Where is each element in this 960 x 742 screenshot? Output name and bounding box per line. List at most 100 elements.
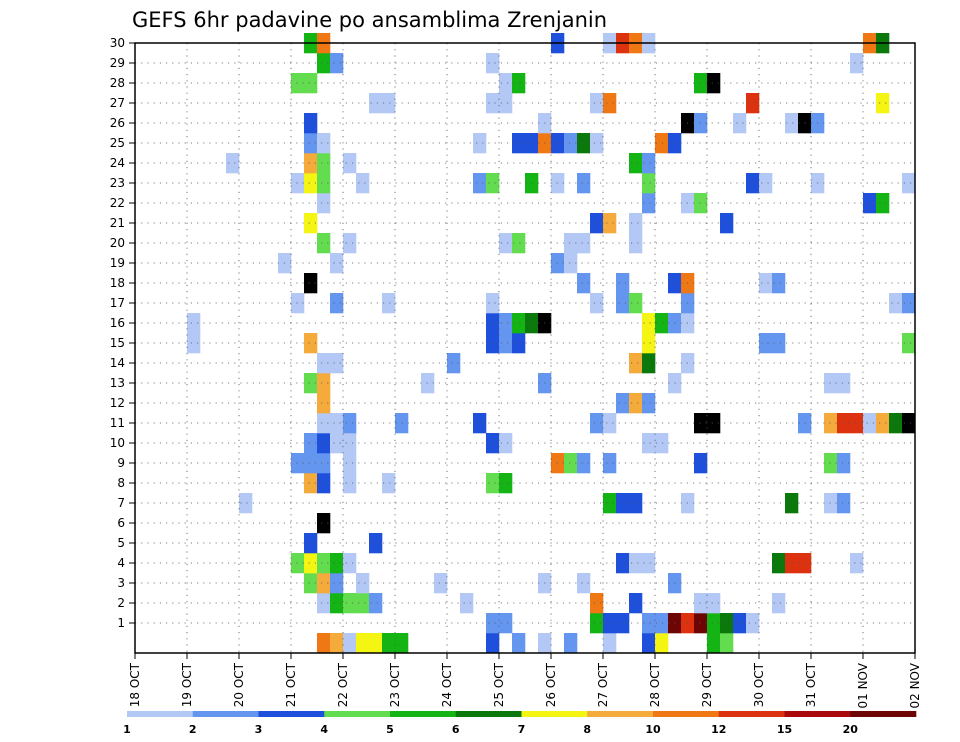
heatmap-cell <box>642 313 656 334</box>
heatmap-cell <box>707 413 721 434</box>
heatmap-cell <box>486 293 500 314</box>
heatmap-cell <box>382 293 396 314</box>
heatmap-cell <box>564 453 578 474</box>
heatmap-cell <box>590 93 604 114</box>
heatmap-cell <box>421 373 435 394</box>
heatmap-cell <box>837 373 851 394</box>
heatmap-cell <box>187 333 201 354</box>
heatmap-cell <box>356 593 370 614</box>
heatmap-cell <box>486 613 500 634</box>
x-tick-label: 31 OCT <box>804 662 818 707</box>
y-tick-label: 18 <box>110 276 125 290</box>
heatmap-cell <box>369 533 383 554</box>
heatmap-cell <box>330 553 344 574</box>
heatmap-cell <box>499 433 513 454</box>
x-tick-label: 25 OCT <box>492 662 506 707</box>
heatmap-cell <box>707 613 721 634</box>
heatmap-cell <box>486 433 500 454</box>
heatmap-cell <box>486 93 500 114</box>
heatmap-cell <box>486 173 500 194</box>
heatmap-cell <box>863 193 877 214</box>
heatmap-cell <box>538 633 552 654</box>
y-tick-label: 26 <box>110 116 125 130</box>
heatmap-cell <box>720 613 734 634</box>
heatmap-cell <box>187 313 201 334</box>
heatmap-cell <box>304 153 318 174</box>
legend-swatch <box>718 711 785 717</box>
heatmap-cell <box>629 153 643 174</box>
heatmap-cell <box>356 173 370 194</box>
y-tick-label: 8 <box>117 476 125 490</box>
heatmap-cell <box>499 73 513 94</box>
heatmap-cell <box>486 633 500 654</box>
heatmap-cell <box>304 573 318 594</box>
heatmap-cell <box>343 473 357 494</box>
y-tick-label: 25 <box>110 136 125 150</box>
heatmap-cell <box>902 293 916 314</box>
heatmap-cell <box>850 553 864 574</box>
heatmap-cell <box>330 433 344 454</box>
heatmap-cell <box>590 413 604 434</box>
heatmap-cell <box>330 293 344 314</box>
heatmap-cell <box>603 633 617 654</box>
heatmap-cell <box>304 73 318 94</box>
heatmap-cell <box>343 233 357 254</box>
heatmap-cell <box>616 613 630 634</box>
heatmap-cell <box>473 133 487 154</box>
y-axis: 1234567891011121314151617181920212223242… <box>110 36 135 630</box>
heatmap-cell <box>304 473 318 494</box>
heatmap-cell <box>824 373 838 394</box>
x-tick-label: 21 OCT <box>284 662 298 707</box>
heatmap-cell <box>577 233 591 254</box>
heatmap-cell <box>642 353 656 374</box>
heatmap-cell <box>434 573 448 594</box>
heatmap-cell <box>525 173 539 194</box>
heatmap-cell <box>785 493 799 514</box>
y-tick-label: 17 <box>110 296 125 310</box>
heatmap-cell <box>343 433 357 454</box>
heatmap-cell <box>694 593 708 614</box>
heatmap-cell <box>902 333 916 354</box>
legend-label: 4 <box>320 723 328 736</box>
heatmap-cell <box>291 173 305 194</box>
heatmap-cell <box>629 233 643 254</box>
heatmap-cell <box>317 373 331 394</box>
heatmap-cell <box>525 313 539 334</box>
heatmap-cell <box>356 633 370 654</box>
y-tick-label: 29 <box>110 56 125 70</box>
heatmap-cell <box>902 413 916 434</box>
heatmap-cell <box>447 353 461 374</box>
x-tick-label: 28 OCT <box>648 662 662 707</box>
heatmap-cell <box>317 593 331 614</box>
heatmap-cell <box>512 233 526 254</box>
heatmap-cell <box>486 333 500 354</box>
heatmap-cell <box>889 293 903 314</box>
heatmap-cell <box>694 73 708 94</box>
x-tick-label: 01 NOV <box>856 662 870 708</box>
grid-layer <box>135 42 915 653</box>
y-tick-label: 14 <box>110 356 125 370</box>
heatmap-cell <box>291 553 305 574</box>
heatmap-cell <box>876 193 890 214</box>
heatmap-cell <box>525 133 539 154</box>
heatmap-cell <box>733 113 747 134</box>
heatmap-cell <box>473 173 487 194</box>
heatmap-cell <box>850 53 864 74</box>
x-tick-label: 26 OCT <box>544 662 558 707</box>
heatmap-cell <box>395 633 409 654</box>
y-tick-label: 19 <box>110 256 125 270</box>
y-tick-label: 24 <box>110 156 125 170</box>
y-tick-label: 15 <box>110 336 125 350</box>
heatmap-cell <box>317 193 331 214</box>
heatmap-cell <box>564 133 578 154</box>
y-tick-label: 20 <box>110 236 125 250</box>
heatmap-cell <box>889 413 903 434</box>
heatmap-cell <box>317 573 331 594</box>
heatmap-cell <box>486 53 500 74</box>
heatmap-cell <box>616 493 630 514</box>
x-tick-label: 02 NOV <box>908 662 922 708</box>
heatmap-cell <box>343 593 357 614</box>
heatmap-cell <box>603 493 617 514</box>
heatmap-cell <box>876 93 890 114</box>
